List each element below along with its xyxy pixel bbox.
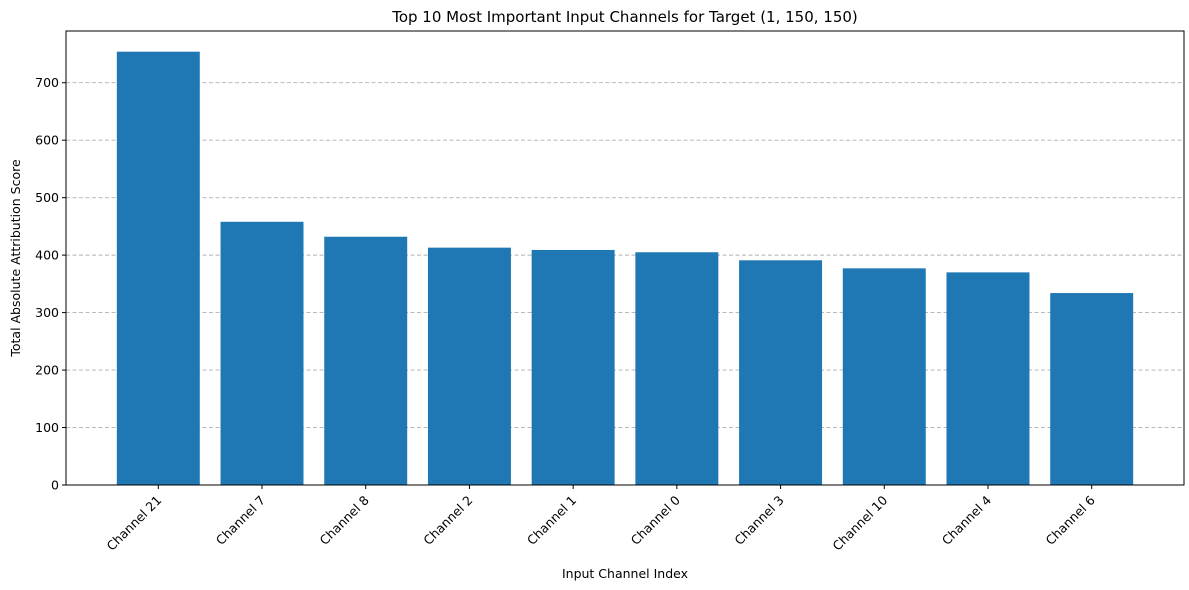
y-tick-label: 100 <box>35 420 59 435</box>
y-tick-label: 0 <box>51 478 59 493</box>
bar-channel-3 <box>739 260 823 485</box>
x-tick-label: Channel 7 <box>213 493 268 548</box>
x-ticks: Channel 21 Channel 7 Channel 8 Channel 2 Cha… <box>103 485 1098 554</box>
x-tick-label: Channel 8 <box>317 492 372 547</box>
x-tick-label: Channel 21 <box>103 493 164 554</box>
bar-channel-4 <box>946 272 1030 485</box>
x-tick-label: Channel 2 <box>420 493 475 548</box>
y-tick-label: 300 <box>35 305 59 320</box>
x-tick-label: Channel 4 <box>939 492 994 547</box>
y-ticks: 0 100 200 300 400 500 600 700 <box>35 75 66 493</box>
plot-frame <box>65 30 1185 486</box>
x-tick-label: Channel 3 <box>731 493 786 548</box>
bar-channel-0 <box>635 252 719 485</box>
x-tick-label: Channel 6 <box>1042 492 1097 547</box>
x-axis-label: Input Channel Index <box>562 566 688 581</box>
y-tick-label: 400 <box>35 248 59 263</box>
bar-channel-1 <box>531 249 615 485</box>
chart-title: Top 10 Most Important Input Channels for… <box>391 8 858 26</box>
y-tick-label: 700 <box>35 75 59 90</box>
y-tick-label: 500 <box>35 190 59 205</box>
x-tick-label: Channel 0 <box>628 492 683 547</box>
y-axis-label: Total Absolute Attribution Score <box>8 159 23 358</box>
bar-channel-2 <box>427 247 511 485</box>
bar-channel-7 <box>220 221 304 486</box>
bar-channel-10 <box>842 268 926 485</box>
x-tick-label: Channel 10 <box>829 492 890 553</box>
y-tick-label: 200 <box>35 363 59 378</box>
bar-channel-21 <box>116 51 200 486</box>
bars <box>116 51 1134 486</box>
bar-channel-6 <box>1050 293 1134 485</box>
bar-channel-8 <box>324 236 408 485</box>
y-tick-label: 600 <box>35 133 59 148</box>
axes <box>65 30 1185 486</box>
x-tick-label: Channel 1 <box>524 493 579 548</box>
